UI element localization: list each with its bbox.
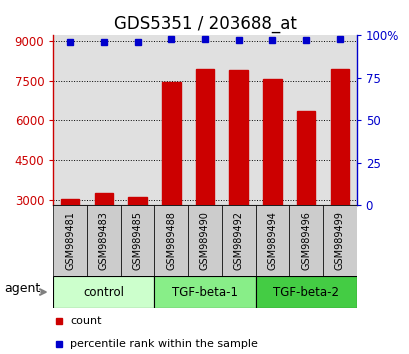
Text: GSM989483: GSM989483 — [99, 211, 109, 270]
Text: GSM989496: GSM989496 — [300, 211, 310, 270]
Title: GDS5351 / 203688_at: GDS5351 / 203688_at — [113, 15, 296, 33]
Bar — [322, 35, 356, 205]
Bar — [229, 70, 247, 205]
Bar — [120, 205, 154, 276]
Bar — [255, 205, 289, 276]
Text: percentile rank within the sample: percentile rank within the sample — [70, 339, 257, 349]
Bar — [94, 193, 113, 205]
Bar — [221, 35, 255, 205]
Bar — [330, 69, 348, 205]
Bar — [322, 205, 356, 276]
Bar — [53, 205, 87, 276]
Text: GSM989490: GSM989490 — [200, 211, 209, 270]
Text: GSM989488: GSM989488 — [166, 211, 176, 270]
Bar — [289, 205, 322, 276]
Bar — [61, 199, 79, 205]
Bar — [255, 35, 289, 205]
Bar — [255, 276, 356, 308]
Text: control: control — [83, 286, 124, 298]
Bar — [162, 82, 180, 205]
Text: GSM989481: GSM989481 — [65, 211, 75, 270]
Bar — [154, 276, 255, 308]
Text: GSM989485: GSM989485 — [132, 211, 142, 270]
Bar — [53, 276, 154, 308]
Text: GSM989499: GSM989499 — [334, 211, 344, 270]
Bar — [296, 111, 315, 205]
Text: GSM989494: GSM989494 — [267, 211, 277, 270]
Text: TGF-beta-1: TGF-beta-1 — [172, 286, 237, 298]
Bar — [87, 205, 120, 276]
Text: count: count — [70, 316, 101, 326]
Bar — [128, 198, 146, 205]
Bar — [120, 35, 154, 205]
Bar — [154, 35, 188, 205]
Bar — [154, 205, 188, 276]
Text: TGF-beta-2: TGF-beta-2 — [272, 286, 338, 298]
Text: GSM989492: GSM989492 — [233, 211, 243, 270]
Bar — [188, 205, 221, 276]
Bar — [87, 35, 120, 205]
Bar — [195, 69, 214, 205]
Text: agent: agent — [4, 282, 40, 295]
Bar — [221, 205, 255, 276]
Bar — [188, 35, 221, 205]
Bar — [263, 79, 281, 205]
Bar — [289, 35, 322, 205]
Bar — [53, 35, 87, 205]
